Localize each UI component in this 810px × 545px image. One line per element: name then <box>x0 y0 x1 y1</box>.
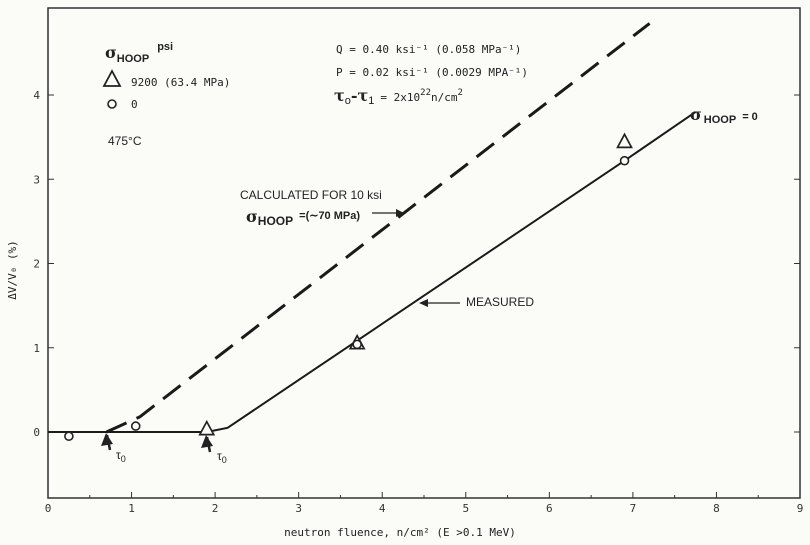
x-tick-label: 8 <box>713 502 720 515</box>
x-tick-label: 6 <box>546 502 553 515</box>
legend: σHOOPpsi 9200 (63.4 MPa) 0 475°C <box>102 41 230 148</box>
markers-group <box>64 132 633 442</box>
measured-solid-line <box>48 111 697 433</box>
triangle-point <box>198 419 216 436</box>
tau-label-2: τ0 <box>217 449 227 465</box>
y-tick-label: 1 <box>33 342 40 355</box>
x-axis-label: neutron fluence, n/cm² (E >0.1 MeV) <box>284 526 516 539</box>
legend-title: σHOOPpsi <box>105 41 173 65</box>
axis-ticks: 0 1 2 3 4 5 6 7 8 9 0 1 2 3 4 <box>33 89 803 515</box>
circle-point <box>619 155 630 166</box>
legend-triangle-icon <box>102 69 122 87</box>
x-tick-label: 0 <box>45 502 52 515</box>
circle-point <box>64 431 74 442</box>
legend-circle-label: 0 <box>131 98 138 111</box>
tau-arrowhead-2 <box>201 435 213 448</box>
tau-arrowhead-1 <box>101 433 113 446</box>
circle-point <box>352 339 362 350</box>
legend-triangle-label: 9200 (63.4 MPa) <box>131 76 230 89</box>
y-tick-label: 2 <box>33 258 40 271</box>
measured-arrowhead <box>419 299 428 307</box>
triangle-point <box>616 132 633 149</box>
calculated-dashed-line <box>105 22 651 434</box>
circle-point <box>130 421 141 431</box>
x-tick-label: 1 <box>128 502 135 515</box>
x-tick-label: 4 <box>379 502 386 515</box>
annotations: σ HOOP = 0 CALCULATED FOR 10 ksi σHOOP =(∼7… <box>101 105 758 465</box>
y-axis-label: ΔV/V₀ (%) <box>6 240 19 300</box>
x-tick-label: 3 <box>295 502 302 515</box>
x-tick-label: 5 <box>462 502 469 515</box>
measured-label: MEASURED <box>466 295 534 309</box>
calculated-sigma-label: σHOOP =(∼70 MPa) <box>246 207 360 228</box>
tau-label-1: τ0 <box>116 448 126 464</box>
calculated-label: CALCULATED FOR 10 ksi <box>240 188 382 202</box>
param-p: P = 0.02 ksi⁻¹ (0.0029 MPA⁻¹) <box>336 66 528 79</box>
calculated-arrowhead <box>396 209 404 217</box>
x-tick-label: 7 <box>630 502 637 515</box>
x-tick-label: 2 <box>212 502 219 515</box>
param-q: Q = 0.40 ksi⁻¹ (0.058 MPa⁻¹) <box>336 43 521 56</box>
series-group <box>48 22 697 434</box>
solid-line-label: σ HOOP = 0 <box>690 105 758 126</box>
y-tick-label: 0 <box>33 426 40 439</box>
legend-temperature: 475°C <box>108 134 142 148</box>
legend-circle-icon <box>107 99 117 109</box>
y-tick-label: 3 <box>33 173 40 186</box>
y-tick-label: 4 <box>33 89 40 102</box>
x-tick-label: 9 <box>797 502 804 515</box>
param-tau: τo-τ1 = 2x1022n/cm2 <box>334 86 463 107</box>
parameter-block: Q = 0.40 ksi⁻¹ (0.058 MPa⁻¹) P = 0.02 ks… <box>334 43 528 107</box>
